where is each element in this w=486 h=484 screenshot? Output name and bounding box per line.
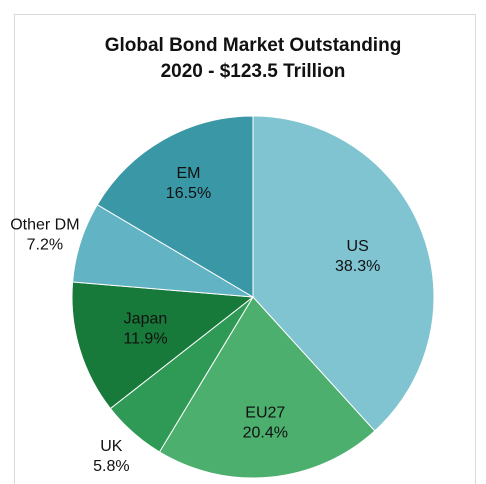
slice-label: EM (176, 165, 200, 182)
pie-slice (252, 115, 435, 432)
pie-slice (71, 281, 255, 410)
chart-subtitle: 2020 - $123.5 Trillion (161, 61, 346, 82)
slice-label: US (347, 238, 369, 255)
slice-value-label: 5.8% (93, 458, 129, 475)
slice-label: Other DM (10, 217, 79, 234)
slice-label: UK (100, 438, 123, 455)
slice-value-label: 7.2% (27, 237, 63, 254)
chart-title: Global Bond Market Outstanding (105, 35, 402, 56)
chart-frame (14, 14, 476, 484)
slice-value-label: 11.9% (123, 330, 167, 347)
slice-value-label: 16.5% (166, 185, 211, 202)
slice-value-label: 20.4% (243, 424, 288, 441)
slice-label: EU27 (245, 404, 285, 421)
pie-slice (96, 115, 254, 298)
pie-slice (158, 296, 376, 479)
slice-value-label: 38.3% (335, 258, 380, 275)
slice-label: Japan (124, 310, 168, 327)
